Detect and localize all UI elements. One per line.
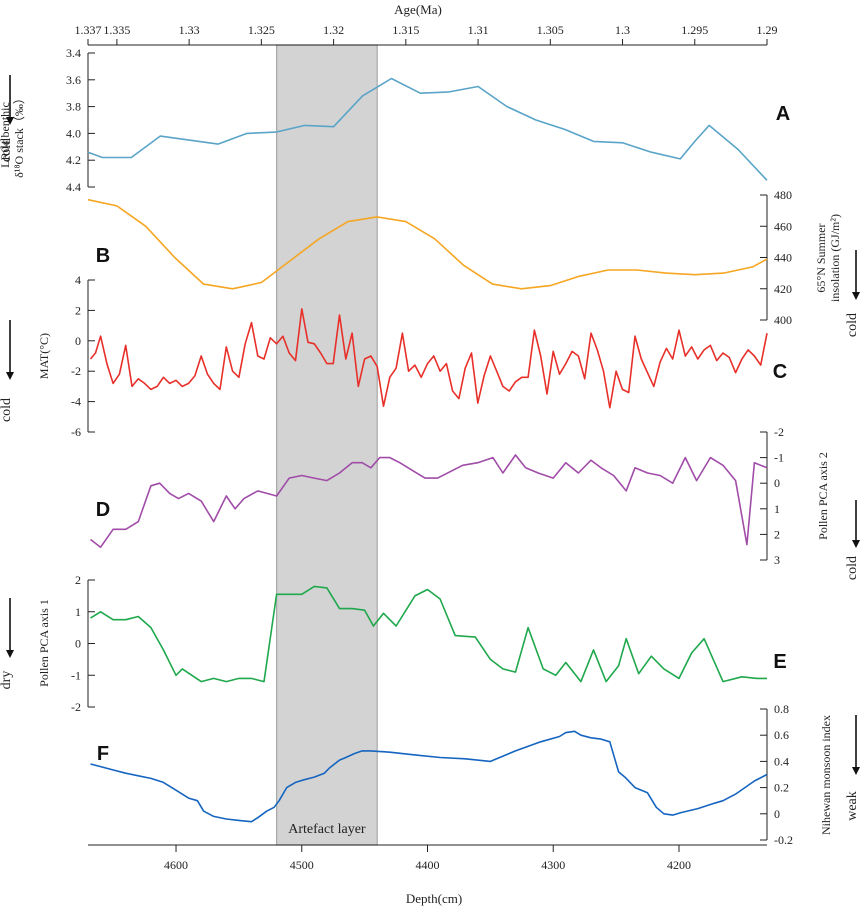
top-axis-tick-label: 1.33 [179,23,200,37]
y-tick-label-D: 1 [774,502,780,516]
series-line-C [89,308,768,409]
bottom-axis-tick-label: 4500 [290,858,314,872]
y-axis-label-line: δ¹⁸O stack（‰） [12,92,26,178]
bottom-axis-tick-label: 4400 [416,858,440,872]
series-line-B [87,198,768,290]
top-axis-tick-label: 1.337 [75,23,102,37]
y-tick-label-A: 3.8 [66,100,81,114]
y-tick-label-F: 0 [774,807,780,821]
top-axis-tick-label: 1.315 [392,23,419,37]
top-axis-tick-label: 1.335 [103,23,130,37]
y-tick-label-A: 3.4 [66,46,81,60]
y-axis-label-line: insolation (GJ/m²) [828,214,842,302]
y-tick-label-C: -4 [71,395,81,409]
y-axis-label-line: Pollen PCA axis 2 [816,452,830,540]
y-tick-label-A: 4.2 [66,153,81,167]
direction-label-D: cold [845,556,860,580]
y-tick-label-A: 4.0 [66,126,81,140]
y-axis-label-B: 65°N Summerinsolation (GJ/m²) [814,214,842,302]
direction-arrowhead-E [6,650,14,658]
y-tick-label-E: -2 [71,700,81,714]
y-axis-label-line: 65°N Summer [814,223,828,292]
top-axis-title: Age(Ma) [394,2,442,17]
direction-label-A: cold [0,138,14,162]
top-axis-tick-label: 1.325 [248,23,275,37]
panel-letter-C: C [773,361,787,383]
y-tick-label-B: 480 [774,188,792,202]
y-tick-label-C: 4 [75,273,81,287]
y-tick-label-F: 0.8 [774,702,789,716]
y-tick-label-D: 3 [774,553,780,567]
top-axis-tick-label: 1.295 [681,23,708,37]
bottom-axis-tick-label: 4200 [667,858,691,872]
y-axis-label-A: LR04 benthicδ¹⁸O stack（‰） [0,92,26,178]
y-axis-label-C: MAT(°C) [37,333,51,379]
y-tick-label-B: 420 [774,282,792,296]
y-tick-label-E: 0 [75,637,81,651]
panel-letter-D: D [96,499,110,521]
y-tick-label-F: 0.4 [774,754,789,768]
y-tick-label-B: 440 [774,251,792,265]
x-axis-title: Depth(cm) [406,891,462,906]
series-line-D [90,454,768,549]
y-tick-label-E: 2 [75,573,81,587]
top-axis-tick-label: 1.305 [537,23,564,37]
top-axis-tick-label: 1.31 [468,23,489,37]
direction-arrowhead-D [852,540,860,548]
y-tick-label-D: 0 [774,476,780,490]
artefact-layer-band [276,44,378,846]
bottom-axis-tick-label: 4300 [541,858,565,872]
y-axis-label-D: Pollen PCA axis 2 [816,452,830,540]
bottom-axis-tick-label: 4600 [164,858,188,872]
y-tick-label-A: 3.6 [66,73,81,87]
y-axis-label-line: MAT(°C) [37,333,51,379]
data-series [87,77,768,823]
series-line-F [90,730,768,823]
series-line-E [90,585,767,683]
y-tick-label-E: 1 [75,605,81,619]
artefact-layer-shading [276,44,378,846]
y-tick-label-C: -2 [71,364,81,378]
y-tick-label-C: 2 [75,303,81,317]
direction-label-B: cold [845,313,860,337]
y-tick-label-D: 2 [774,527,780,541]
panel-letter-B: B [96,245,110,267]
y-tick-label-A: 4.4 [66,180,81,194]
direction-label-F: weak [845,791,860,821]
y-axis-label-E: Pollen PCA axis 1 [37,599,51,687]
y-axis-label-F: Nihewan monsoon index [819,715,833,835]
y-axis-label-line: Nihewan monsoon index [819,715,833,835]
y-tick-label-B: 460 [774,219,792,233]
y-tick-label-D: -1 [774,451,784,465]
top-axis-tick-label: 1.3 [615,23,630,37]
y-tick-label-F: 0.6 [774,728,789,742]
top-axis-tick-label: 1.29 [757,23,778,37]
panel-letter-E: E [773,651,786,673]
direction-arrowhead-B [852,292,860,300]
direction-arrowhead-C [6,372,14,380]
y-axis-label-line: Pollen PCA axis 1 [37,599,51,687]
y-tick-label-F: -0.2 [774,833,793,847]
series-line-A [87,77,768,181]
y-tick-label-D: -2 [774,425,784,439]
axes: 1.337 1.335 1.33 1.325 1.32 1.315 1.31 1.305 1.3… [0,23,860,872]
y-tick-label-F: 0.2 [774,781,789,795]
direction-label-C: cold [0,398,14,422]
direction-arrowhead-F [852,767,860,775]
top-axis-tick-label: 1.32 [323,23,344,37]
y-tick-label-C: -6 [71,425,81,439]
y-tick-label-B: 400 [774,313,792,327]
artefact-layer-label: Artefact layer [288,822,366,837]
direction-arrowhead-A [6,117,14,125]
y-tick-label-E: -1 [71,668,81,682]
y-tick-label-C: 0 [75,334,81,348]
panel-letter-F: F [97,743,109,765]
direction-label-E: dry [0,671,14,690]
panel-letter-A: A [776,103,790,125]
